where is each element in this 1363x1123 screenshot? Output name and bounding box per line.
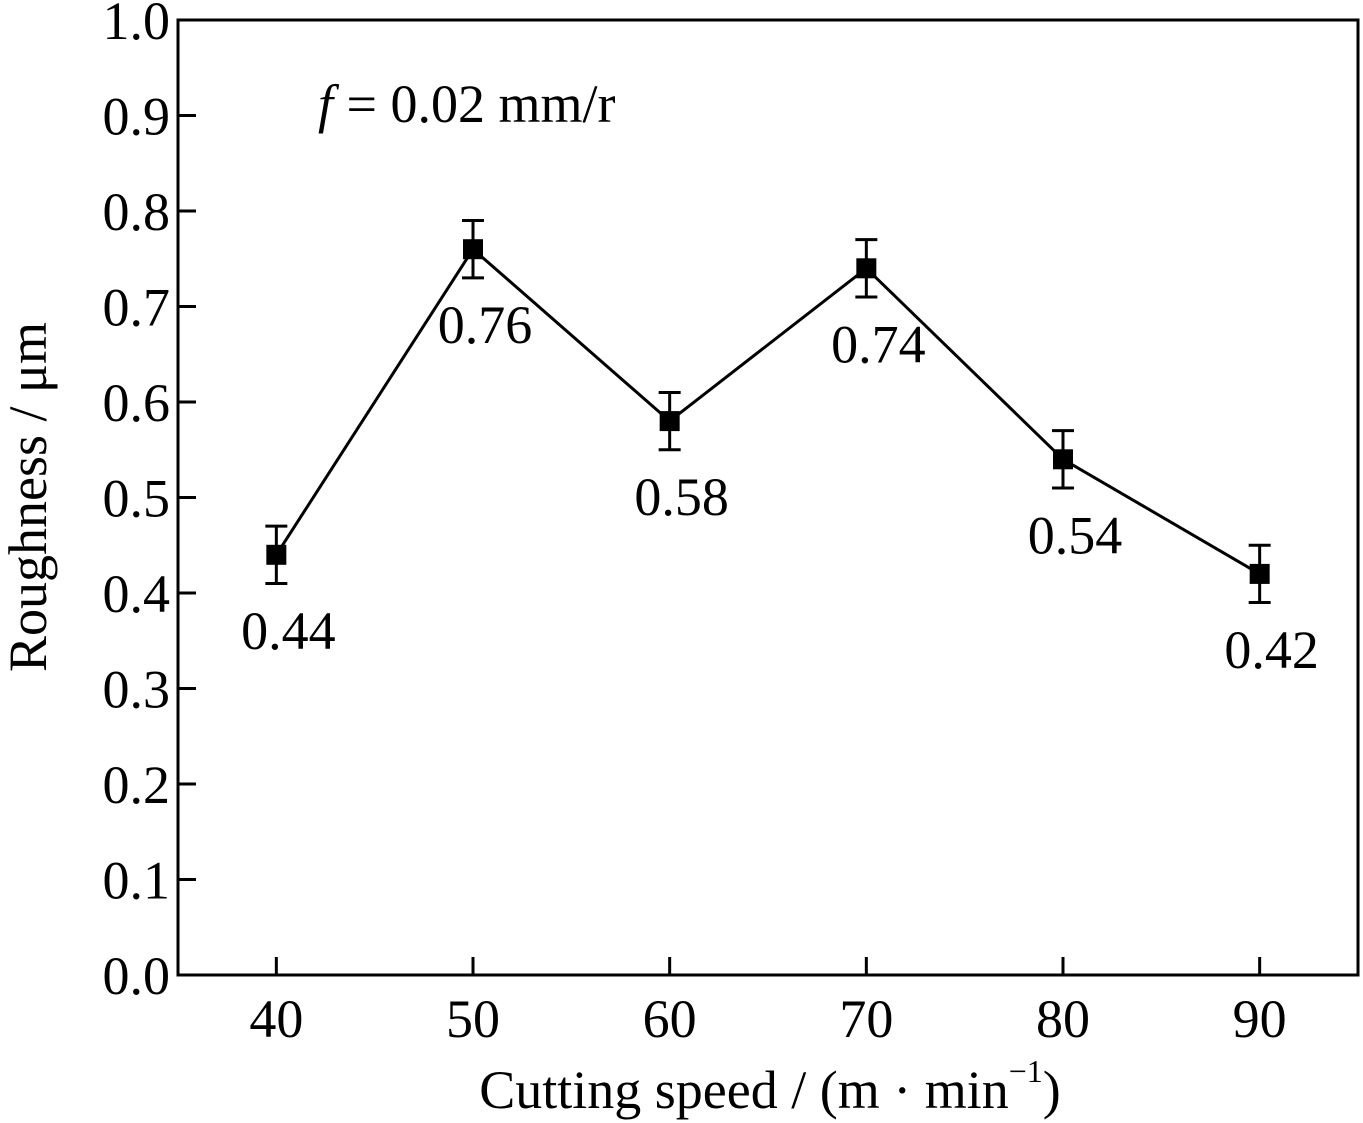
axes — [176, 18, 1360, 977]
x-axis-title-sup: −1 — [1009, 1053, 1043, 1089]
feed-rate-annotation: f = 0.02 mm/r — [318, 74, 615, 134]
annotation-text: = 0.02 mm/r — [333, 74, 615, 134]
data-point — [1053, 449, 1073, 470]
y-tick-label: 0.7 — [103, 278, 171, 338]
data-label: 0.74 — [831, 314, 926, 374]
data-point — [266, 544, 287, 565]
data-label: 0.54 — [1028, 505, 1123, 565]
data-label: 0.42 — [1224, 620, 1319, 680]
x-tick-label: 60 — [643, 989, 697, 1049]
x-axis-title-close: ) — [1043, 1060, 1061, 1120]
y-ticks: 0.0 0.1 0.2 0.3 0.4 0.5 0.6 0.7 0.8 0.9 1.0 — [103, 0, 196, 1006]
y-tick-label: 0.2 — [103, 755, 171, 815]
data-label: 0.44 — [241, 601, 336, 661]
y-tick-label: 0.5 — [103, 469, 171, 529]
x-axis-title: Cutting speed / (m · min−1) — [479, 1053, 1060, 1120]
x-tick-label: 50 — [446, 989, 500, 1049]
y-tick-label: 0.6 — [103, 373, 171, 433]
data-labels: 0.44 0.76 0.58 0.74 0.54 0.42 — [241, 295, 1319, 680]
x-tick-label: 40 — [249, 989, 303, 1049]
y-axis-title: Roughness / μm — [0, 322, 58, 672]
data-point — [856, 258, 877, 279]
y-tick-label: 1.0 — [103, 0, 171, 51]
plot-frame — [176, 18, 1360, 977]
y-tick-label: 0.1 — [103, 851, 171, 911]
data-point — [659, 411, 680, 432]
x-ticks: 40 50 60 70 80 90 — [249, 957, 1287, 1049]
y-tick-label: 0.8 — [103, 182, 171, 242]
x-axis-title-main: Cutting speed / (m · min — [479, 1060, 1008, 1120]
y-tick-label: 0.4 — [103, 564, 171, 624]
y-tick-label: 0.9 — [103, 87, 171, 147]
data-label: 0.58 — [634, 467, 729, 527]
data-point — [463, 239, 483, 260]
y-tick-label: 0.3 — [103, 660, 171, 720]
data-point — [1249, 563, 1270, 584]
data-label: 0.76 — [438, 295, 533, 355]
series-line — [275, 246, 1261, 576]
series-roughness — [265, 219, 1271, 605]
y-tick-label: 0.0 — [103, 946, 171, 1006]
x-tick-label: 80 — [1036, 989, 1090, 1049]
x-tick-label: 90 — [1233, 989, 1287, 1049]
x-tick-label: 70 — [839, 989, 893, 1049]
